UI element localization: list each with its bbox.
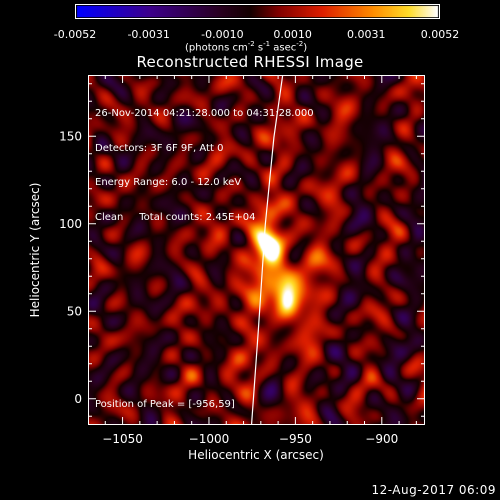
colorbar-tick-label: 0.0052 — [420, 28, 460, 41]
info-clean-counts: Clean Total counts: 2.45E+04 — [95, 211, 256, 223]
info-detectors: Detectors: 3F 6F 9F, Att 0 — [95, 142, 224, 154]
x-tick-label: −1000 — [189, 432, 230, 446]
x-axis-title: Heliocentric X (arcsec) — [188, 448, 324, 462]
colorbar-tick-label: 0.0010 — [273, 28, 312, 41]
peak-position-label: Position of Peak = [-956,59] — [95, 399, 235, 410]
y-tick-label: 150 — [59, 129, 82, 143]
solar-limb-line — [250, 76, 284, 424]
plot-area: 26-Nov-2014 04:21:28.000 to 04:31:28.000… — [88, 75, 425, 425]
x-tick-label: −950 — [279, 432, 312, 446]
plot-overlay — [250, 76, 284, 424]
colorbar — [75, 4, 440, 19]
y-axis-title: Heliocentric Y (arcsec) — [28, 183, 42, 318]
footer-timestamp: 12-Aug-2017 06:09 — [371, 483, 496, 497]
colorbar-tick-label: -0.0010 — [201, 28, 244, 41]
chart-title: Reconstructed RHESSI Image — [136, 53, 364, 71]
y-tick-label: 50 — [67, 304, 82, 318]
info-time-range: 26-Nov-2014 04:21:28.000 to 04:31:28.000 — [95, 108, 314, 119]
info-energy-range: Energy Range: 6.0 - 12.0 keV — [95, 177, 242, 188]
heatmap-image — [89, 76, 424, 424]
observation-info: 26-Nov-2014 04:21:28.000 to 04:31:28.000… — [95, 85, 314, 246]
colorbar-tick-label: -0.0052 — [53, 28, 97, 41]
colorbar-tick-label: 0.0031 — [347, 28, 386, 41]
colorbar-units: (photons cm-2 s-1 asec-2) — [185, 40, 308, 54]
colorbar-tick-label: -0.0031 — [127, 28, 170, 41]
y-tick-label: 0 — [74, 392, 82, 406]
x-tick-label: −1050 — [102, 432, 143, 446]
y-tick-label: 100 — [59, 217, 82, 231]
x-tick-label: −900 — [365, 432, 398, 446]
